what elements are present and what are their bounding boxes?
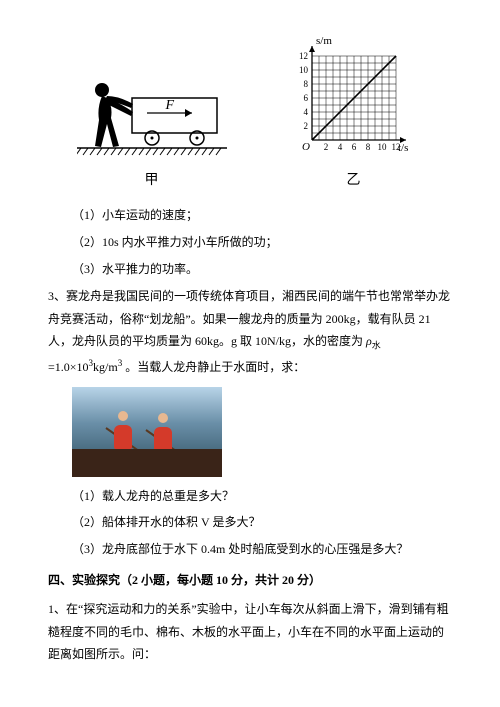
section4-title: 四、实验探究（2 小题，每小题 10 分，共计 20 分）	[48, 569, 452, 592]
svg-text:F: F	[164, 98, 174, 113]
svg-text:6: 6	[351, 142, 356, 152]
cart-diagram: F	[77, 58, 227, 158]
svg-text:10: 10	[377, 142, 387, 152]
svg-text:8: 8	[365, 142, 370, 152]
q2-line2: （2）10s 内水平推力对小车所做的功；	[48, 231, 452, 254]
section4-q1: 1、在“探究运动和力的关系”实验中，让小车每次从斜面上滑下，滑到铺有粗糙程度不同…	[48, 598, 452, 666]
svg-text:10: 10	[299, 65, 309, 75]
svg-text:s/m: s/m	[316, 35, 332, 47]
q3-intro: 3、赛龙舟是我国民间的一项传统体育项目，湘西民间的端午节也常常举办龙舟竞赛活动，…	[48, 285, 452, 379]
q2-line3: （3）水平推力的功率。	[48, 258, 452, 281]
svg-text:O: O	[302, 141, 310, 153]
caption-left: 甲	[77, 168, 227, 195]
q3-line3: （3）龙舟底部位于水下 0.4m 处时船底受到水的心压强是多大？	[48, 538, 452, 561]
svg-text:4: 4	[303, 107, 308, 117]
figure-left: F 甲	[77, 58, 227, 194]
svg-text:2: 2	[303, 121, 308, 131]
q3-line2: （2）船体排开水的体积 V 是多大？	[48, 511, 452, 534]
svg-text:t/s: t/s	[398, 142, 408, 154]
q3-intro-text: 3、赛龙舟是我国民间的一项传统体育项目，湘西民间的端午节也常常举办龙舟竞赛活动，…	[48, 289, 450, 349]
dragon-boat-image	[72, 387, 222, 477]
figure-row: F 甲 2468101224681012s/mt/sO 乙	[48, 30, 452, 194]
svg-text:4: 4	[337, 142, 342, 152]
rho-eq: =1.0×10	[48, 360, 89, 374]
caption-right: 乙	[284, 168, 424, 195]
svg-text:6: 6	[303, 93, 308, 103]
svg-text:12: 12	[299, 51, 308, 61]
graph-diagram: 2468101224681012s/mt/sO	[284, 30, 424, 160]
q3-intro-tail: 。当载人龙舟静止于水面时，求：	[125, 360, 305, 374]
rho-sub: 水	[372, 341, 381, 351]
figure-right: 2468101224681012s/mt/sO 乙	[284, 30, 424, 194]
svg-text:8: 8	[303, 79, 308, 89]
q3-line1: （1）载人龙舟的总重是多大？	[48, 485, 452, 508]
svg-text:2: 2	[323, 142, 328, 152]
rho-unit-sup: 3	[118, 358, 123, 368]
q2-line1: （1）小车运动的速度；	[48, 204, 452, 227]
rho-unit: kg/m	[93, 360, 118, 374]
